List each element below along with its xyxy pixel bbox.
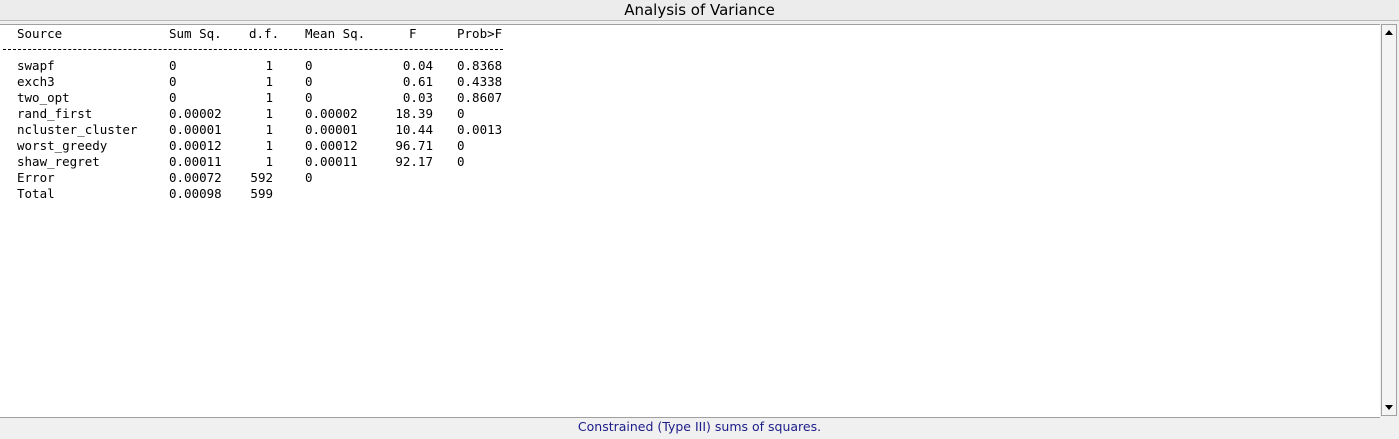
table-cell: 0.00001 [169, 122, 222, 137]
table-cell: 0.00001 [305, 122, 358, 137]
table-cell: 1 [265, 90, 273, 105]
table-cell: shaw_regret [17, 154, 100, 169]
table-cell: 0.8607 [457, 90, 503, 105]
table-cell: ncluster_cluster [17, 122, 138, 137]
table-cell: worst_greedy [17, 138, 108, 153]
table-cell: 0 [305, 90, 313, 105]
table-cell: 0.00011 [305, 154, 358, 169]
table-cell: 0.00011 [169, 154, 222, 169]
table-cell: rand_first [17, 106, 93, 121]
separator [3, 49, 503, 50]
table-cell: Error [17, 170, 55, 185]
table-cell: exch3 [17, 74, 55, 89]
table-cell: 1 [265, 138, 273, 153]
table-cell: 599 [250, 186, 273, 201]
table-cell: 1 [265, 106, 273, 121]
table-cell: 0 [457, 138, 465, 153]
table-cell: 1 [265, 122, 273, 137]
table-cell: 0.03 [402, 90, 433, 105]
table-cell: Total [17, 186, 55, 201]
table-cell: 0 [457, 154, 465, 169]
table-cell: 1 [265, 74, 273, 89]
table-cell: 96.71 [395, 138, 433, 153]
table-cell: 0 [305, 74, 313, 89]
table-cell: 1 [265, 154, 273, 169]
table-cell: 0 [305, 58, 313, 73]
table-cell: 92.17 [395, 154, 433, 169]
table-cell: 0 [169, 90, 177, 105]
table-cell: 0.00012 [169, 138, 222, 153]
table-cell: 0 [457, 106, 465, 121]
window-title: Analysis of Variance [0, 0, 1399, 21]
table-cell: 0.4338 [457, 74, 503, 89]
table-cell: 0.00002 [169, 106, 222, 121]
table-cell: 1 [265, 58, 273, 73]
table-cell: 0.00098 [169, 186, 222, 201]
column-header: Mean Sq. [305, 26, 366, 41]
table-cell: 0 [169, 58, 177, 73]
scroll-up[interactable] [1385, 30, 1393, 35]
scrollbar[interactable] [1381, 24, 1397, 416]
table-pane: Source Sum Sq. d.f. Mean Sq. F Prob>F swapf 0 1 0… [0, 24, 1380, 418]
column-header: Prob>F [457, 26, 503, 41]
footer-note: Constrained (Type III) sums of squares. [577, 419, 822, 434]
table-cell: 18.39 [395, 106, 433, 121]
column-header: Source [17, 26, 63, 41]
table-cell: 0.61 [402, 74, 433, 89]
column-header: F [409, 26, 417, 41]
table-cell: 0.00072 [169, 170, 222, 185]
column-header: Sum Sq. [169, 26, 222, 41]
table-cell: 10.44 [395, 122, 433, 137]
table-cell: 0 [305, 170, 313, 185]
table-cell: 0.0013 [457, 122, 503, 137]
table-cell: 0.00002 [305, 106, 358, 121]
table-cell: 592 [250, 170, 273, 185]
column-header: d.f. [249, 26, 280, 41]
table-cell: two_opt [17, 90, 70, 105]
table-cell: swapf [17, 58, 55, 73]
table-cell: 0.8368 [457, 58, 503, 73]
table-cell: 0 [169, 74, 177, 89]
scroll-down[interactable] [1385, 405, 1393, 410]
table-cell: 0.00012 [305, 138, 358, 153]
table-cell: 0.04 [402, 58, 433, 73]
